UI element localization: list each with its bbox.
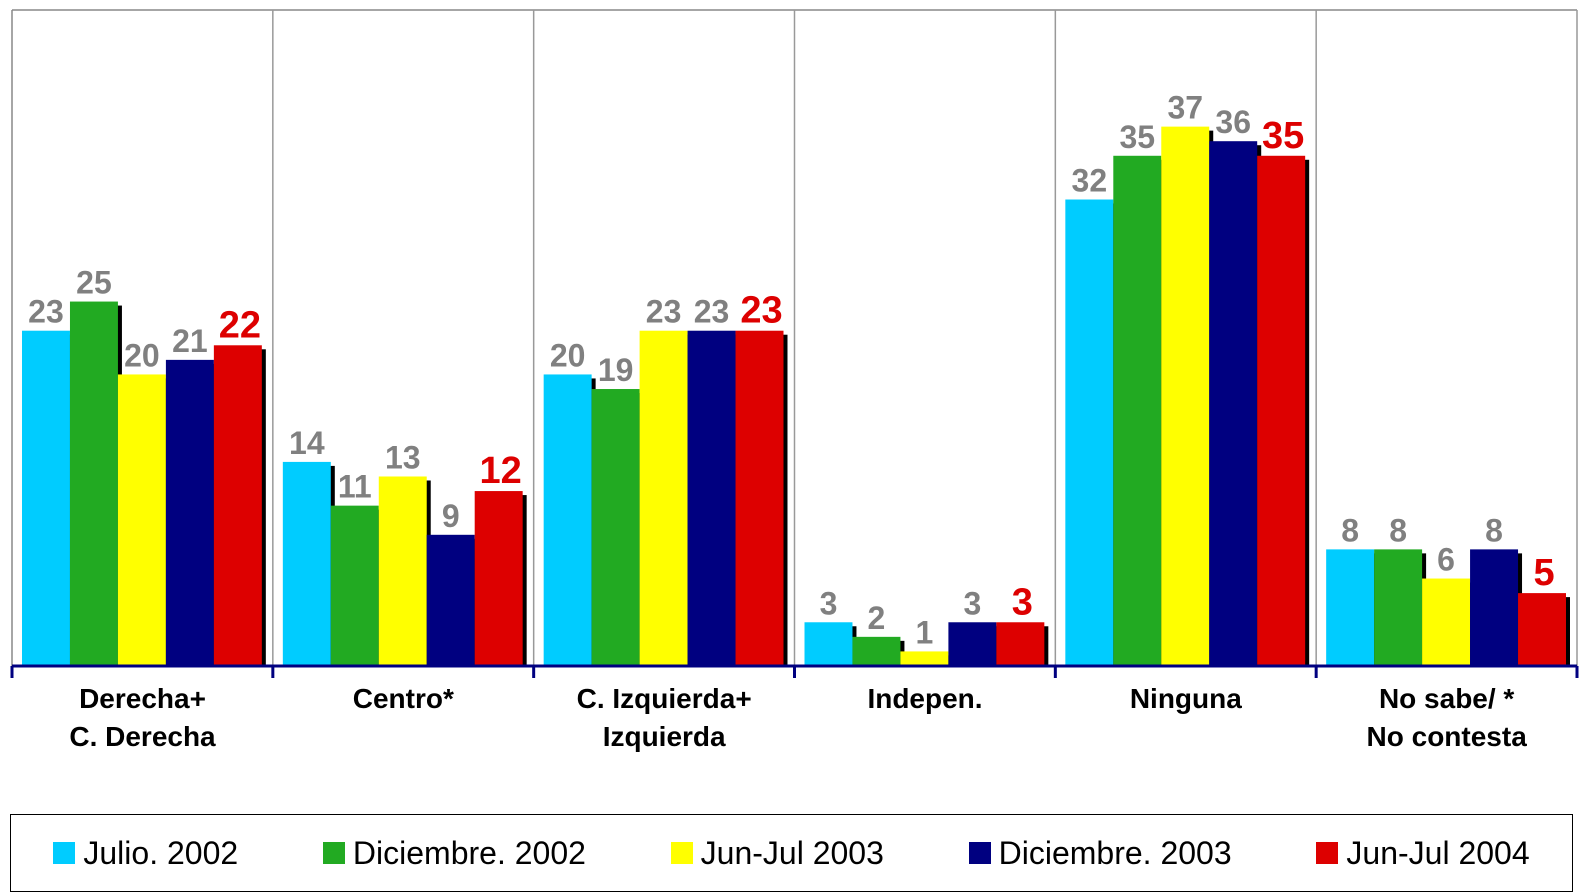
value-label: 35: [1262, 115, 1304, 157]
bar: [69, 301, 118, 666]
legend-label: Diciembre. 2003: [998, 834, 1232, 871]
value-label: 35: [1119, 119, 1155, 155]
bar: [165, 359, 214, 666]
bar: [213, 345, 262, 666]
legend-label: Jun-Jul 2004: [1346, 834, 1530, 871]
legend-item: Jun-Jul 2003: [670, 834, 884, 872]
bar: [687, 330, 736, 666]
bar: [1470, 549, 1519, 666]
x-tick-label: No sabe/ * No contesta: [1366, 683, 1527, 752]
value-label: 11: [338, 469, 372, 505]
bar: [426, 534, 475, 666]
x-tick-label: Derecha+ C. Derecha: [69, 683, 216, 752]
bar: [948, 622, 997, 666]
legend-label: Diciembre. 2002: [352, 834, 586, 871]
legend: Julio. 2002 Diciembre. 2002 Jun-Jul 2003 Di…: [10, 814, 1573, 892]
legend-item: Jun-Jul 2004: [1316, 834, 1530, 872]
legend-swatch: [670, 842, 693, 864]
bar: [1209, 141, 1258, 666]
bar: [1113, 155, 1162, 666]
bar: [1257, 155, 1306, 666]
value-label: 14: [289, 425, 325, 461]
bar: [852, 636, 901, 666]
value-label: 3: [963, 585, 981, 621]
value-label: 12: [480, 450, 522, 492]
bar: [378, 476, 427, 666]
value-label: 20: [550, 337, 586, 373]
bar: [474, 491, 523, 666]
value-label: 23: [740, 290, 782, 332]
value-label: 6: [1437, 542, 1455, 578]
legend-swatch: [322, 842, 345, 864]
value-label: 1: [916, 614, 934, 650]
bar: [900, 651, 949, 666]
value-label: 3: [1012, 581, 1033, 623]
value-label: 3: [820, 585, 838, 621]
legend-swatch: [1316, 842, 1339, 864]
bar: [282, 461, 331, 666]
bar: [1422, 578, 1471, 666]
value-label: 20: [124, 337, 160, 373]
bar: [543, 374, 592, 666]
bar: [591, 389, 640, 666]
bar: [1326, 549, 1375, 666]
value-label: 32: [1072, 163, 1108, 199]
legend-swatch: [53, 842, 76, 864]
bar: [996, 622, 1045, 666]
bar: [1161, 126, 1210, 667]
value-label: 37: [1167, 90, 1203, 126]
value-label: 5: [1533, 552, 1554, 594]
value-label: 19: [598, 352, 634, 388]
value-label: 23: [28, 294, 64, 330]
legend-item: Diciembre. 2002: [322, 834, 586, 872]
legend-item: Diciembre. 2003: [968, 834, 1232, 872]
legend-label: Julio. 2002: [83, 834, 239, 871]
value-label: 36: [1215, 104, 1251, 140]
bar: [22, 330, 70, 666]
value-label: 9: [442, 498, 460, 534]
value-label: 21: [172, 323, 208, 359]
plot: 2314203328251119235820132313762192333682…: [10, 9, 1579, 678]
value-label: 22: [219, 304, 261, 346]
legend-swatch: [968, 842, 991, 864]
bar: [639, 330, 688, 666]
x-tick-label: C. Izquierda+ Izquierda: [576, 683, 752, 752]
value-label: 23: [646, 294, 682, 330]
value-label: 8: [1389, 512, 1407, 548]
legend-label: Jun-Jul 2003: [700, 834, 884, 871]
value-label: 8: [1485, 512, 1503, 548]
value-label: 2: [868, 600, 886, 636]
legend-item: Julio. 2002: [53, 835, 238, 872]
bar: [117, 374, 166, 666]
value-label: 8: [1341, 512, 1359, 548]
bar: [1518, 593, 1566, 666]
bar: [1374, 549, 1423, 666]
bar: [804, 622, 853, 666]
value-label: 23: [694, 294, 730, 330]
x-tick-label: Ninguna: [1129, 683, 1242, 714]
bar: [1065, 199, 1114, 666]
x-tick-label: Indepen.: [867, 683, 983, 714]
value-label: 13: [385, 439, 421, 475]
bar: [735, 330, 784, 666]
bar: [330, 505, 379, 666]
value-label: 25: [76, 265, 112, 301]
x-tick-label: Centro*: [352, 683, 454, 714]
